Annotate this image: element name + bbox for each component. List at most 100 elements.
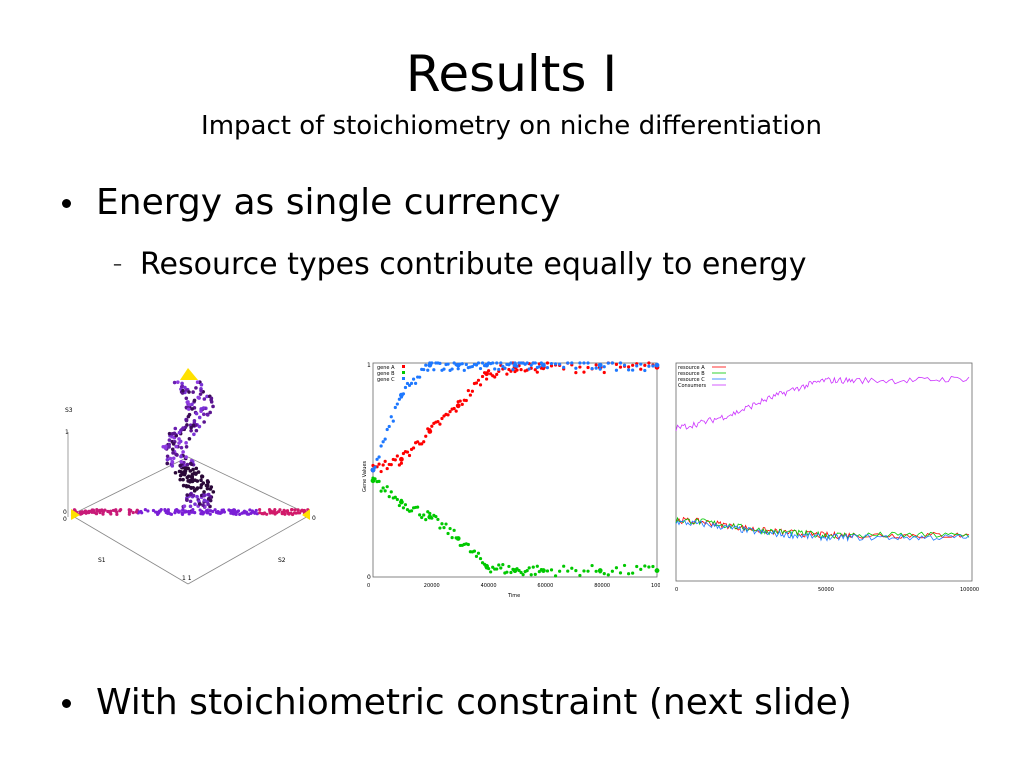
- gene-data-point: [427, 429, 433, 434]
- gene-point: [381, 463, 385, 467]
- gene-point: [432, 368, 436, 372]
- gene-point: [472, 549, 477, 553]
- gene-point: [553, 362, 558, 366]
- gene-point: [418, 375, 422, 379]
- simplex-point: [194, 466, 199, 471]
- simplex-point: [195, 479, 200, 483]
- simplex-point: [186, 407, 191, 411]
- gene-point: [489, 570, 493, 574]
- simplex-point: [184, 418, 189, 423]
- gene-point: [517, 568, 521, 573]
- simplex-point: [188, 461, 193, 466]
- gene-point: [385, 485, 389, 489]
- gene-point: [395, 402, 399, 406]
- simplex-point: [170, 464, 175, 468]
- gene-point: [495, 567, 499, 571]
- gene-point: [489, 372, 493, 376]
- gene-point: [430, 424, 434, 428]
- gene-point: [420, 515, 424, 520]
- gene-point: [562, 365, 566, 369]
- gene-point: [535, 564, 539, 568]
- bullet-energy-text: Energy as single currency: [96, 182, 561, 223]
- gene-point: [639, 567, 643, 571]
- simplex-point: [182, 504, 187, 508]
- bullet-stoichiometric-text: With stoichiometric constraint (next sli…: [96, 682, 852, 723]
- gene-point: [383, 489, 387, 493]
- gene-point: [422, 440, 426, 444]
- gene-point: [385, 427, 389, 432]
- simplex-base-point: [143, 508, 147, 512]
- simplex-base-point: [127, 508, 131, 512]
- gene-data-point: [455, 403, 461, 409]
- simplex-point: [201, 503, 205, 507]
- gene-point: [381, 440, 385, 444]
- gene-point: [420, 442, 424, 446]
- bullet-energy: Energy as single currency: [62, 182, 561, 224]
- resource-legend-entry: resource A: [678, 365, 705, 371]
- simplex-cloud: [71, 380, 310, 517]
- simplex-base-point: [272, 510, 276, 514]
- simplex-point: [208, 410, 212, 415]
- slide-title: Results I: [405, 45, 618, 103]
- gene-point: [381, 486, 385, 490]
- gene-point: [574, 371, 578, 375]
- simplex-edge-bottom-left: [70, 514, 189, 585]
- gene-point: [478, 556, 483, 561]
- gene-xticks: 0 20000 40000 60000 80000 100000: [367, 583, 660, 589]
- gene-point: [582, 361, 586, 365]
- gene-point: [505, 570, 509, 574]
- simplex-label-one: 1: [65, 429, 69, 436]
- simplex-point: [184, 445, 189, 449]
- resource-xtick-label: 50000: [818, 587, 834, 593]
- simplex-base-point: [176, 509, 180, 513]
- gene-point: [466, 388, 470, 393]
- simplex-point: [179, 445, 184, 450]
- simplex-base-point: [154, 510, 158, 514]
- gene-point: [598, 367, 602, 371]
- simplex-figure: S3 1 0 0 0 S1 S2 1 1: [63, 368, 316, 585]
- simplex-point: [202, 420, 206, 424]
- gene-point: [614, 368, 619, 372]
- simplex-base-point: [87, 509, 91, 513]
- simplex-point: [164, 444, 168, 449]
- simplex-base-point: [127, 512, 131, 516]
- gene-data-point: [370, 467, 376, 473]
- gene-point: [464, 362, 468, 367]
- simplex-point: [196, 395, 200, 400]
- simplex-base-point: [290, 508, 294, 512]
- simplex-base-point: [134, 510, 138, 514]
- gene-point: [485, 377, 489, 381]
- simplex-point: [167, 431, 172, 436]
- simplex-label-bottom: 1 1: [182, 575, 192, 582]
- gene-point: [622, 363, 627, 367]
- gene-point: [578, 573, 582, 578]
- gene-point: [643, 363, 647, 367]
- simplex-point: [200, 474, 205, 479]
- gene-point: [389, 462, 393, 467]
- gene-point: [480, 361, 485, 365]
- simplex-point: [177, 441, 181, 445]
- simplex-base-point: [206, 511, 210, 515]
- gene-data-point: [427, 514, 433, 520]
- simplex-base-point: [213, 508, 217, 512]
- bullet-dot-icon: [62, 199, 71, 208]
- simplex-point: [191, 423, 196, 428]
- gene-point: [397, 397, 401, 401]
- gene-xtick-label: 40000: [481, 583, 497, 589]
- simplex-base-point: [227, 508, 231, 512]
- simplex-base-point: [164, 510, 168, 515]
- simplex-point: [179, 454, 183, 459]
- simplex-point: [184, 441, 188, 445]
- simplex-base-point: [191, 507, 195, 512]
- simplex-point: [171, 451, 175, 455]
- simplex-base-point: [221, 508, 226, 512]
- gene-point: [462, 368, 466, 372]
- simplex-base-point: [183, 510, 187, 514]
- simplex-point: [195, 380, 200, 385]
- gene-point: [478, 383, 483, 387]
- simplex-base-point: [278, 508, 282, 512]
- gene-point: [505, 372, 509, 376]
- gene-point: [582, 370, 586, 374]
